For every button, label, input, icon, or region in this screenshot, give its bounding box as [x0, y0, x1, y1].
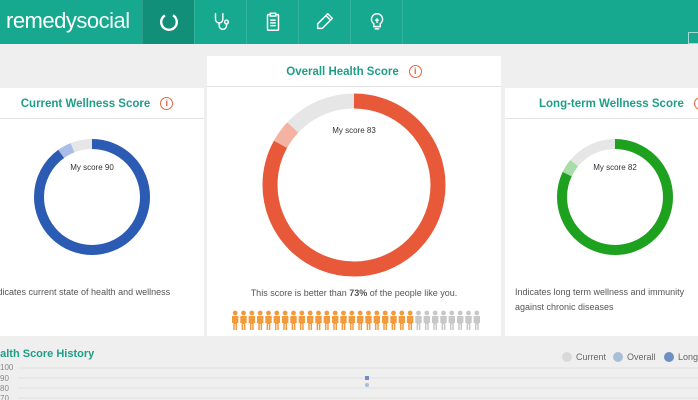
current-score-label: My score 90: [70, 163, 114, 172]
overall-health-title: Overall Health Score i: [207, 65, 501, 78]
person-icon: [265, 310, 272, 330]
person-icon: [423, 310, 431, 330]
person-icon: [340, 310, 347, 330]
current-wellness-card: Current Wellness Score i My score 90 Indi…: [0, 88, 204, 336]
legend-longterm[interactable]: Long: [664, 350, 698, 364]
menu-edge-outline: [688, 32, 698, 44]
overall-health-card: Overall Health Score i My score 83 This s…: [207, 56, 501, 336]
population-pictogram: [231, 310, 481, 330]
longterm-score-label: My score 82: [593, 163, 637, 172]
history-point-longterm[interactable]: [365, 376, 369, 380]
nav-divider: [402, 0, 403, 44]
overall-description-pre: This score is better than: [250, 288, 350, 298]
longterm-wellness-description: Indicates long term wellness and immunit…: [515, 285, 698, 315]
longterm-wellness-title: Long-term Wellness Score i: [505, 97, 698, 110]
nav-tips[interactable]: [350, 0, 402, 44]
progress-circle-icon: [159, 13, 178, 31]
person-icon: [431, 310, 439, 330]
legend-label: Overall: [627, 352, 656, 362]
current-score-donut: [33, 139, 150, 255]
stethoscope-icon: [214, 13, 229, 31]
y-tick: 80: [0, 384, 9, 393]
card-divider: [505, 118, 698, 119]
info-icon[interactable]: i: [693, 97, 698, 110]
legend-dot: [664, 352, 674, 362]
person-icon: [231, 310, 239, 330]
person-icon: [373, 310, 381, 330]
y-tick: 90: [0, 374, 9, 383]
nav-journal[interactable]: [298, 0, 350, 44]
overall-percentile: 73%: [349, 288, 368, 298]
donut-highlight-segment: [33, 139, 150, 255]
current-wellness-description: Indicates current state of health and we…: [0, 287, 171, 297]
person-icon: [315, 310, 322, 330]
nav-progress[interactable]: [142, 0, 194, 44]
legend-label: Long: [678, 352, 698, 362]
app-logo[interactable]: remedysocial: [6, 8, 130, 34]
overall-description-post: of the people like you.: [367, 288, 458, 298]
history-chart: [18, 367, 698, 399]
current-wellness-title-text: Current Wellness Score: [20, 98, 151, 110]
person-icon: [390, 310, 397, 330]
person-icon: [323, 310, 331, 330]
person-icon: [306, 310, 314, 330]
nav-health[interactable]: [194, 0, 246, 44]
longterm-description-line1: Indicates long term wellness and immunit…: [515, 287, 685, 297]
lightbulb-icon: [370, 13, 383, 30]
logo-text-main: remedy: [6, 8, 77, 33]
person-icon: [381, 310, 389, 330]
person-icon: [465, 310, 472, 330]
person-icon: [256, 310, 264, 330]
legend-dot: [613, 352, 623, 362]
person-icon: [298, 310, 306, 330]
overall-health-title-text: Overall Health Score: [286, 66, 399, 78]
person-icon: [281, 310, 289, 330]
overall-score-donut: [262, 93, 446, 277]
person-icon: [448, 310, 456, 330]
y-tick: 100: [0, 363, 14, 372]
person-icon: [440, 310, 447, 330]
current-wellness-title: Current Wellness Score i: [0, 97, 204, 110]
person-icon: [356, 310, 364, 330]
info-icon[interactable]: i: [408, 65, 422, 78]
person-icon: [456, 310, 464, 330]
legend-overall[interactable]: Overall: [613, 350, 656, 364]
person-icon: [415, 310, 422, 330]
longterm-description-line2: against chronic diseases: [515, 302, 614, 312]
person-icon: [406, 310, 414, 330]
top-navigation-bar: remedysocial: [0, 0, 698, 44]
donut-highlight-segment: [262, 93, 446, 277]
health-score-history-title: ealth Score History: [0, 348, 95, 360]
person-icon: [273, 310, 281, 330]
person-icon: [331, 310, 339, 330]
nav-assessment[interactable]: [246, 0, 298, 44]
donut-highlight-segment: [557, 139, 673, 256]
legend-dot: [562, 352, 572, 362]
overall-description: This score is better than 73% of the peo…: [207, 286, 501, 301]
card-divider: [0, 118, 204, 119]
longterm-wellness-card: Long-term Wellness Score i My score 82 In…: [505, 88, 698, 336]
person-icon: [248, 310, 256, 330]
donut-score-arc: [262, 93, 446, 277]
legend-current[interactable]: Current: [562, 350, 606, 364]
donut-score-arc: [557, 139, 673, 255]
card-divider: [207, 86, 501, 87]
donut-score-arc: [34, 139, 150, 255]
overall-score-label: My score 83: [332, 126, 376, 135]
person-icon: [473, 310, 481, 330]
info-icon[interactable]: i: [160, 97, 174, 110]
person-icon: [365, 310, 372, 330]
longterm-wellness-title-text: Long-term Wellness Score: [539, 98, 684, 110]
person-icon: [398, 310, 406, 330]
longterm-score-donut: [557, 139, 673, 256]
y-tick: 70: [0, 394, 9, 400]
logo-text-light: social: [76, 8, 130, 33]
pencil-icon: [316, 13, 333, 30]
person-icon: [348, 310, 356, 330]
person-icon: [240, 310, 247, 330]
clipboard-icon: [266, 12, 279, 31]
person-icon: [290, 310, 297, 330]
history-point-overall[interactable]: [365, 383, 369, 387]
legend-label: Current: [576, 352, 607, 362]
